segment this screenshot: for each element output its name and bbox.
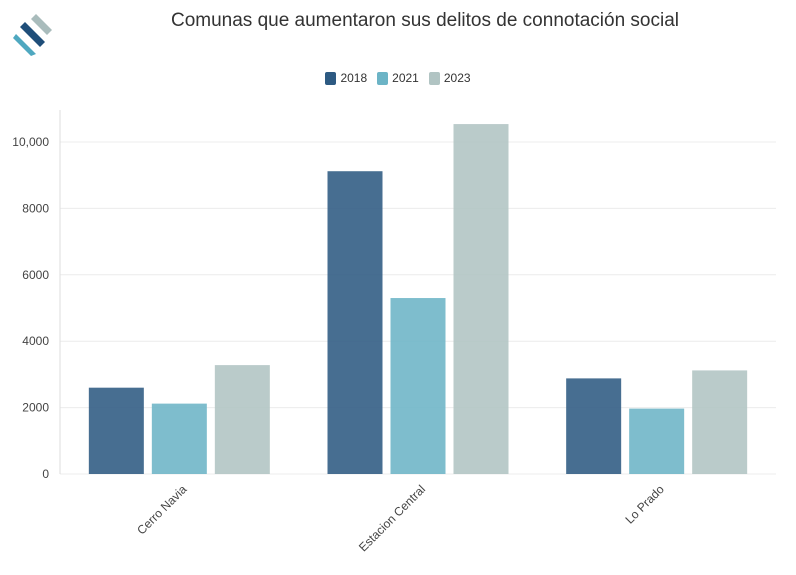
legend-label: 2021	[392, 71, 419, 85]
x-tick-label: Lo Prado	[622, 482, 667, 527]
y-tick-label: 8000	[22, 201, 49, 215]
bar-2021-cerro-navia[interactable]	[151, 403, 207, 474]
y-tick-label: 0	[42, 467, 49, 481]
legend-swatch	[428, 71, 440, 85]
bar-2018-cerro-navia[interactable]	[88, 387, 144, 474]
legend-swatch	[377, 71, 389, 85]
chart-legend: 2018 2021 2023	[0, 71, 796, 85]
x-tick-label: Estacion Central	[356, 482, 428, 554]
y-tick-label: 10,000	[12, 135, 49, 149]
legend-item-2023[interactable]: 2023	[428, 71, 471, 85]
bar-2021-estacion-central[interactable]	[390, 298, 446, 474]
bar-2018-estacion-central[interactable]	[327, 171, 383, 474]
bar-2023-estacion-central[interactable]	[453, 124, 509, 475]
bar-2023-cerro-navia[interactable]	[214, 365, 270, 474]
bar-2018-lo-prado[interactable]	[566, 378, 622, 474]
bar-2021-lo-prado[interactable]	[629, 408, 685, 474]
legend-label: 2018	[340, 71, 368, 85]
y-tick-label: 4000	[22, 334, 49, 348]
y-tick-label: 6000	[22, 268, 49, 282]
legend-item-2021[interactable]: 2021	[377, 71, 419, 85]
bar-2023-lo-prado[interactable]	[692, 370, 748, 474]
legend-swatch	[325, 71, 337, 85]
x-tick-label: Cerro Navia	[134, 482, 189, 537]
legend-item-2018[interactable]: 2018	[325, 71, 367, 85]
brand-logo-icon	[13, 14, 52, 56]
y-tick-label: 2000	[22, 401, 49, 415]
legend-label: 2023	[443, 71, 471, 85]
